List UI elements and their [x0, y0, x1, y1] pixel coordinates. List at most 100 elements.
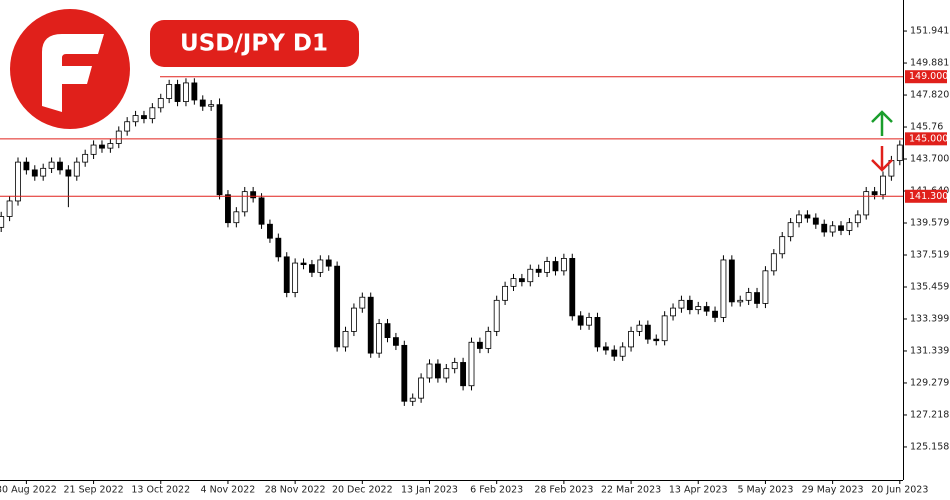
- y-tick-label: 143.700: [910, 154, 949, 165]
- candle-body: [468, 341, 475, 387]
- x-tick-label: 28 Feb 2023: [534, 485, 593, 496]
- candle-body: [787, 222, 794, 238]
- x-tick-label: 20 Jun 2023: [871, 485, 928, 496]
- level-label: 145.000: [909, 133, 948, 144]
- candle-body: [796, 214, 802, 224]
- candle-body: [737, 299, 744, 303]
- x-tick-label: 13 Oct 2022: [131, 485, 190, 496]
- level-label: 141.300: [909, 191, 948, 202]
- candle-body: [174, 84, 181, 102]
- candle-body: [577, 315, 584, 326]
- candle-body: [267, 223, 273, 239]
- candle-body: [208, 104, 215, 107]
- level-label-bg: [905, 189, 947, 203]
- candle-body: [670, 307, 676, 317]
- candle-body: [636, 324, 643, 332]
- candle-body: [183, 82, 189, 102]
- candle-body: [527, 268, 534, 283]
- candle-body: [535, 268, 542, 273]
- candle-body: [762, 270, 769, 304]
- candle-body: [434, 363, 441, 379]
- down-arrow: [871, 146, 893, 172]
- candle-body: [258, 197, 265, 225]
- candle-body: [149, 107, 156, 120]
- y-tick-label: 129.279: [910, 377, 949, 388]
- candle-body: [351, 307, 357, 332]
- x-tick-label: 13 Jan 2023: [401, 485, 458, 496]
- candle-body: [199, 99, 206, 107]
- candle-body: [720, 259, 727, 318]
- candle-body: [451, 362, 458, 370]
- x-tick-label: 30 Aug 2022: [0, 485, 57, 496]
- candle-body: [15, 161, 21, 202]
- x-tick-label: 13 Apr 2023: [669, 485, 728, 496]
- candle-body: [6, 200, 13, 217]
- candle-body: [838, 225, 844, 231]
- candle-body: [401, 344, 408, 402]
- candle-body: [829, 225, 836, 233]
- title-badge: [150, 20, 359, 67]
- candle-body: [132, 115, 139, 123]
- candle-body: [384, 323, 391, 338]
- x-tick-label: 20 Dec 2022: [332, 485, 393, 496]
- candle-body: [628, 330, 634, 348]
- candle-body: [99, 144, 105, 149]
- candle-body: [854, 214, 861, 224]
- candle-body: [560, 258, 567, 272]
- candle-body: [653, 338, 660, 342]
- candle-body: [48, 161, 55, 169]
- candle-body: [770, 253, 777, 272]
- candle-body: [275, 237, 282, 258]
- candle-body: [73, 161, 80, 177]
- x-tick-label: 5 May 2023: [737, 485, 793, 496]
- level-label: 149.000: [909, 71, 948, 82]
- candle-body: [602, 346, 609, 351]
- level-label-bg: [905, 132, 947, 146]
- y-tick-label: 149.881: [910, 58, 949, 69]
- candle-body: [426, 363, 433, 379]
- candle-body: [493, 299, 500, 332]
- logo: [10, 9, 130, 129]
- candle-body: [250, 191, 257, 199]
- candle-body: [754, 292, 760, 304]
- y-tick-label: 139.579: [910, 218, 949, 229]
- candle-body: [619, 346, 626, 357]
- y-tick-label: 125.158: [910, 441, 949, 452]
- y-tick-label: 131.339: [910, 345, 949, 356]
- candle-body: [728, 259, 735, 303]
- candle-body: [821, 223, 828, 233]
- y-tick-label: 137.519: [910, 250, 949, 261]
- candle-body: [502, 285, 509, 301]
- candle-body: [443, 368, 450, 379]
- candle-body: [418, 377, 425, 399]
- candle-body: [896, 144, 903, 161]
- plot-area: [0, 78, 903, 406]
- candle-body: [661, 315, 668, 342]
- candle-body: [115, 130, 122, 144]
- x-tick-label: 6 Feb 2023: [470, 485, 523, 496]
- y-tick-label: 127.218: [910, 409, 949, 420]
- candle-body: [871, 191, 878, 196]
- chart-title: USD/JPY D1: [180, 31, 328, 57]
- candle-body: [367, 296, 374, 354]
- candle-body: [594, 317, 601, 348]
- candle-body: [485, 330, 492, 349]
- y-tick-label: 151.941: [910, 26, 949, 37]
- candle-body: [812, 217, 819, 225]
- candle-body: [678, 299, 685, 309]
- x-tick-label: 29 May 2023: [802, 485, 864, 496]
- candle-body: [90, 144, 97, 155]
- candle-body: [191, 82, 198, 101]
- candle-body: [359, 296, 366, 309]
- candle-body: [686, 299, 693, 311]
- candle-body: [309, 264, 315, 273]
- candle-body: [779, 236, 786, 255]
- candle-body: [141, 115, 147, 120]
- candle-body: [40, 167, 47, 177]
- x-tick-label: 22 Mar 2023: [601, 485, 661, 496]
- candle-body: [510, 278, 517, 287]
- candle-body: [695, 306, 702, 311]
- y-tick-label: 135.459: [910, 281, 949, 292]
- candle-body: [586, 317, 592, 326]
